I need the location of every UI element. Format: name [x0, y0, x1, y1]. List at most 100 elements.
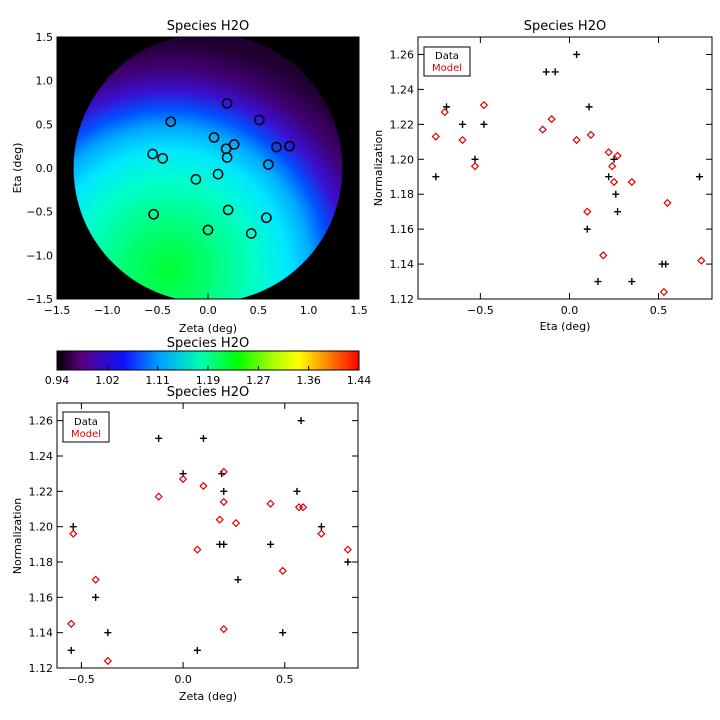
zeta-legend-data: Data: [74, 417, 98, 428]
map-ytick-label: 1.0: [36, 75, 54, 88]
eta-ytick-label: 1.26: [390, 48, 415, 61]
zeta-model-point: [231, 518, 241, 528]
eta-data-point: [610, 155, 618, 163]
eta-model-point: [458, 135, 467, 145]
map-marker: [202, 224, 214, 236]
eta-data-point: [542, 68, 550, 76]
map-marker: [190, 174, 202, 185]
zeta-data-point: [279, 629, 287, 637]
zeta-data-point: [104, 629, 112, 637]
colorbar-title: Species H2O: [167, 336, 249, 351]
eta-model-point: [583, 207, 592, 216]
eta-ytick-label: 1.16: [390, 223, 415, 236]
zeta-model-point: [219, 497, 228, 507]
eta-data-point: [432, 173, 440, 181]
map-marker: [271, 141, 282, 153]
map-xtick-label: 0.5: [250, 304, 268, 317]
colorbar-tick-label: 1.11: [145, 374, 170, 387]
eta-model-point: [627, 177, 636, 187]
zeta-model-point: [343, 545, 352, 554]
map-marker: [148, 208, 159, 220]
eta-data-point: [605, 173, 613, 181]
eta-legend-data: Data: [435, 51, 459, 62]
eta-model-point: [608, 162, 617, 171]
eta-model-point: [586, 130, 595, 139]
zeta-xlabel: Zeta (deg): [179, 690, 237, 703]
zeta-data-point: [317, 523, 325, 531]
colorbar-tick-label: 1.19: [196, 374, 221, 387]
map-xtick-label: 1.0: [300, 304, 318, 317]
eta-data-point: [585, 103, 593, 111]
zeta-model-point: [154, 492, 163, 501]
eta-data-point: [480, 120, 488, 128]
map-marker: [253, 114, 265, 126]
eta-data-point: [573, 50, 581, 58]
eta-ytick-label: 1.12: [390, 293, 415, 306]
map-ytick-label: −0.5: [26, 206, 53, 219]
zeta-xtick-label: −0.5: [68, 673, 95, 686]
eta-model-point: [470, 162, 480, 171]
zeta-legend-box: [62, 411, 110, 443]
zeta-model-point: [317, 529, 326, 538]
map-marker: [222, 204, 234, 216]
zeta-data-point: [67, 646, 75, 654]
map-ytick-label: 0.5: [36, 118, 54, 131]
map-ytick-label: 1.5: [36, 31, 54, 44]
map-marker: [221, 98, 233, 109]
eta-model-point: [613, 151, 622, 160]
map-ytick-label: 0.0: [36, 162, 54, 175]
zeta-ytick-label: 1.22: [29, 485, 54, 498]
zeta-legend: Data Model: [62, 411, 110, 443]
eta-model-point: [599, 251, 608, 260]
zeta-data-point: [297, 417, 305, 425]
map-ytick-label: −1.0: [26, 249, 53, 262]
eta-legend-box: [423, 46, 471, 77]
map-ylabel: Eta (deg): [11, 143, 24, 194]
zeta-ytick-label: 1.24: [29, 450, 54, 463]
zeta-model-point: [219, 624, 228, 634]
eta-data-point: [459, 120, 467, 128]
map-ytick-label: −1.5: [26, 293, 53, 306]
map-marker: [208, 132, 220, 143]
eta-ytick-label: 1.18: [390, 188, 415, 201]
zeta-legend-model: Model: [71, 429, 101, 440]
eta-xlabel: Eta (deg): [540, 320, 591, 333]
map-title: Species H2O: [167, 19, 249, 34]
zeta-data-point: [220, 540, 228, 548]
map-xtick-label: −0.5: [144, 304, 171, 317]
eta-model-point: [479, 100, 489, 110]
map-xtick-label: 0.0: [199, 304, 217, 317]
colorbar-tick-label: 1.44: [347, 374, 372, 387]
zeta-data-point: [69, 523, 77, 531]
eta-data-point: [551, 68, 559, 76]
colorbar-ticks: 0.94 1.02 1.11 1.19 1.27 1.36 1.44: [45, 366, 372, 387]
map-xtick-label: −1.0: [94, 304, 121, 317]
map-marker: [228, 139, 240, 150]
eta-xtick-label: −0.5: [467, 304, 494, 317]
zeta-model-point: [193, 545, 202, 554]
colorbar-tick-label: 1.27: [246, 374, 271, 387]
map-marker: [147, 148, 158, 160]
zeta-data-point: [193, 646, 201, 654]
eta-ytick-label: 1.22: [390, 118, 415, 131]
zeta-ytick-label: 1.20: [29, 521, 54, 534]
zeta-data-point: [155, 434, 163, 442]
zeta-model-point: [69, 529, 78, 538]
colorbar-tick-label: 1.02: [95, 374, 120, 387]
map-xtick-label: 1.5: [350, 304, 368, 317]
eta-model-point: [697, 256, 706, 265]
zeta-axes: −0.5 0.0 0.5 1.12 1.14 1.16 1.18 1.20 1.22 1.24 1.…: [29, 403, 358, 686]
map-xtick-label: −1.5: [44, 304, 71, 317]
map-marker: [245, 228, 257, 239]
zeta-model-point: [103, 656, 112, 666]
zeta-model-point: [215, 515, 224, 524]
map-marker: [284, 140, 295, 152]
zeta-data-point: [344, 558, 352, 566]
zeta-model-point: [278, 566, 287, 575]
eta-data-point: [612, 190, 620, 198]
map-marker: [157, 153, 169, 164]
map-marker: [212, 168, 224, 180]
colorbar-tick-label: 0.94: [45, 374, 70, 387]
eta-model-point: [547, 114, 556, 124]
eta-model-point: [538, 125, 547, 134]
